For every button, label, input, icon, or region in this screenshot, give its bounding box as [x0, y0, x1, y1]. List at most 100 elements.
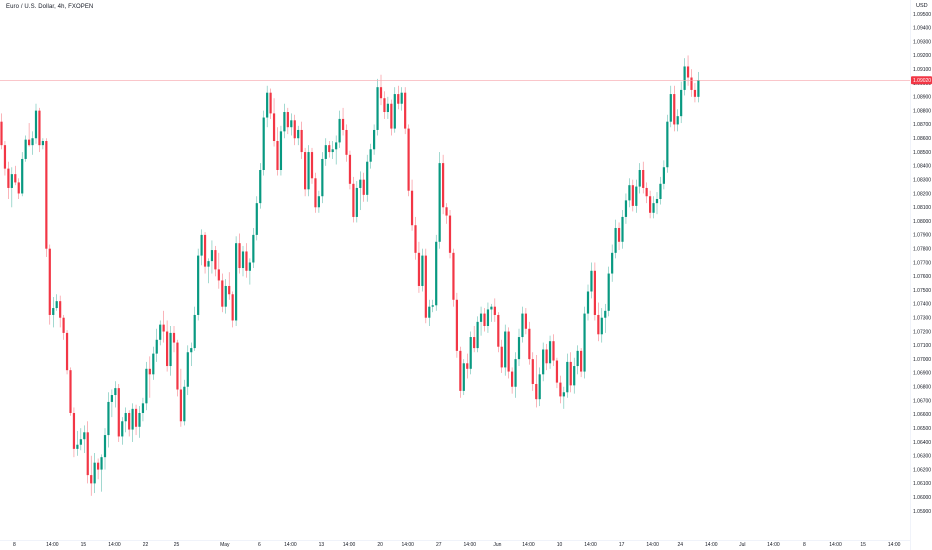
candle-body [255, 203, 258, 235]
candle-body [114, 388, 117, 396]
candle [7, 161, 10, 199]
candle-body [276, 141, 279, 171]
candle [590, 262, 593, 299]
time-tick-label: 14:00 [46, 542, 59, 548]
candle [255, 196, 258, 241]
candle [490, 303, 493, 322]
candle [552, 334, 555, 367]
last-price-marker: 1.09020 [911, 76, 932, 85]
candle-body [335, 142, 338, 150]
candle [476, 316, 479, 353]
candle [190, 342, 193, 367]
candle-body [45, 141, 48, 249]
candle-body [559, 382, 562, 397]
candle [331, 141, 334, 159]
candle [562, 386, 565, 409]
candle-body [341, 118, 345, 130]
candle [166, 320, 169, 372]
candle-body [683, 66, 686, 90]
price-tick-label: 1.07500 [913, 288, 931, 294]
candle [376, 78, 379, 136]
candle-body [155, 339, 158, 354]
candle-body [14, 174, 17, 183]
candle-body [483, 313, 486, 327]
candle-body [500, 346, 503, 368]
time-tick-label: 14:00 [705, 542, 718, 548]
candle [59, 295, 62, 328]
candle [673, 85, 676, 132]
candle-body [649, 196, 652, 213]
price-tick-label: 1.07000 [913, 357, 931, 363]
candle [348, 150, 352, 190]
candle-body [90, 475, 93, 484]
candle-body [531, 359, 534, 384]
candle [203, 232, 207, 274]
candle [697, 71, 700, 103]
price-axis[interactable]: 1.09500 1.09400 1.09300 1.09200 1.09100 1.090… [913, 12, 931, 515]
candle [183, 379, 186, 426]
candle-body [328, 145, 331, 153]
candle [14, 165, 17, 186]
candle-body [466, 363, 469, 369]
candle-body [469, 337, 472, 369]
candle-body [228, 285, 231, 295]
candle [79, 428, 82, 451]
candle [338, 110, 341, 148]
price-axis-separator [910, 0, 911, 550]
candle-body [17, 182, 20, 194]
candle-body [141, 403, 145, 413]
candle [207, 258, 210, 284]
candle [335, 135, 338, 165]
candle [314, 172, 317, 213]
candle [286, 107, 289, 135]
candle-body [452, 252, 455, 300]
candle-body [562, 392, 565, 397]
candle-body [272, 113, 276, 142]
candle [324, 138, 327, 166]
candle-body [552, 341, 555, 361]
candle-body [21, 158, 24, 194]
candle [521, 306, 524, 343]
candle-body [152, 353, 155, 375]
candle-body [390, 103, 393, 129]
candle [379, 74, 383, 106]
candle-body [479, 313, 483, 322]
time-tick-label: 14:00 [829, 542, 842, 548]
candle-body [48, 248, 51, 315]
candle [128, 410, 131, 437]
candle [266, 85, 269, 128]
time-tick-label: 14:00 [584, 542, 597, 548]
candle [617, 222, 621, 251]
candle [414, 216, 417, 260]
candle [662, 160, 665, 190]
candle-body [417, 252, 421, 286]
candle-body [217, 269, 220, 281]
candle [28, 123, 31, 147]
candle-body [317, 196, 320, 208]
price-tick-label: 1.08500 [913, 150, 931, 156]
candle-body [310, 152, 314, 179]
last-price-tag [911, 76, 932, 85]
candle [248, 258, 251, 285]
price-tick-label: 1.07700 [913, 260, 931, 266]
candle [669, 85, 672, 128]
candle [466, 353, 469, 379]
candle [645, 182, 648, 204]
candle [545, 343, 548, 371]
candle [72, 407, 76, 458]
candle-body [52, 308, 55, 315]
candle-body [134, 408, 138, 427]
candle [45, 138, 48, 257]
candle [245, 243, 248, 278]
price-tick-label: 1.07200 [913, 329, 931, 335]
candle-body [680, 89, 683, 117]
candle [497, 312, 500, 353]
candle-body [3, 145, 7, 169]
time-axis[interactable]: 8 14:00 15 14:00 22 25 May 6 14:00 13 14:00 20 14:00… [13, 542, 901, 548]
candle [34, 103, 38, 144]
candle-body [169, 332, 172, 367]
price-tick-label: 1.07800 [913, 246, 931, 252]
candle-body [193, 314, 196, 349]
candle [500, 339, 503, 373]
